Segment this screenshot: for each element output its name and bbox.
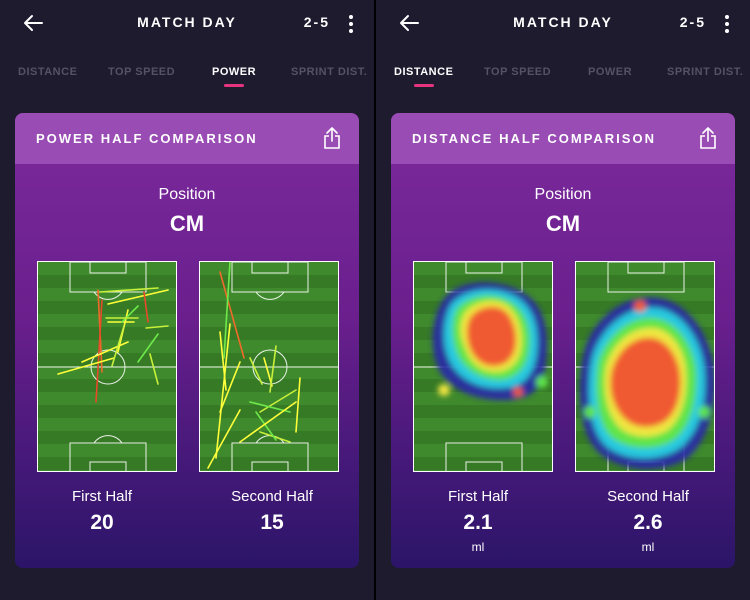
- card-header: DISTANCE HALF COMPARISON: [391, 113, 735, 164]
- page-title: MATCH DAY: [513, 14, 613, 30]
- metric-tabs: DISTANCE TOP SPEED POWER SPRINT DIST.: [0, 66, 374, 96]
- second-half-heatmap: [575, 261, 715, 472]
- tab-sprint-distance[interactable]: SPRINT DIST.: [291, 66, 368, 78]
- second-half-value: 15: [260, 511, 284, 534]
- power-screen: MATCH DAY 2-5 DISTANCE TOP SPEED POWER S…: [0, 0, 374, 600]
- tab-top-speed[interactable]: TOP SPEED: [484, 66, 552, 78]
- first-half-value: 20: [90, 511, 114, 534]
- match-score: 2-5: [679, 14, 706, 30]
- metric-tabs: DISTANCE TOP SPEED POWER SPRINT DIST.: [376, 66, 750, 96]
- second-half-unit: ml: [641, 540, 655, 554]
- tab-distance[interactable]: DISTANCE: [394, 66, 453, 87]
- distance-half-comparison-card: DISTANCE HALF COMPARISON Position CM: [391, 113, 735, 568]
- back-arrow-icon[interactable]: [22, 12, 44, 34]
- first-half-value: 2.1: [463, 511, 493, 534]
- distance-screen: MATCH DAY 2-5 DISTANCE TOP SPEED POWER S…: [376, 0, 750, 600]
- position-label: Position: [158, 186, 216, 203]
- top-bar: MATCH DAY 2-5: [376, 0, 750, 48]
- second-half-label: Second Half: [607, 488, 689, 505]
- card-header: POWER HALF COMPARISON: [15, 113, 359, 164]
- position-value: CM: [545, 211, 581, 236]
- tab-distance[interactable]: DISTANCE: [18, 66, 78, 78]
- first-half-heatmap: [413, 261, 553, 472]
- second-half-power-map: [199, 261, 339, 472]
- first-half-label: First Half: [72, 488, 132, 505]
- card-title: POWER HALF COMPARISON: [36, 131, 258, 146]
- first-half-unit: ml: [471, 540, 485, 554]
- page-title: MATCH DAY: [137, 14, 237, 30]
- card-title: DISTANCE HALF COMPARISON: [412, 131, 656, 146]
- first-half-power-map: [37, 261, 177, 472]
- kebab-menu-icon[interactable]: [724, 15, 730, 37]
- match-score: 2-5: [303, 14, 330, 30]
- tab-sprint-distance[interactable]: SPRINT DIST.: [667, 66, 744, 78]
- position-label: Position: [534, 186, 592, 203]
- second-half-label: Second Half: [231, 488, 313, 505]
- power-half-comparison-card: POWER HALF COMPARISON Position CM: [15, 113, 359, 568]
- share-icon[interactable]: [699, 126, 717, 150]
- first-half-label: First Half: [448, 488, 508, 505]
- tab-power[interactable]: POWER: [588, 66, 633, 78]
- position-value: CM: [169, 211, 205, 236]
- back-arrow-icon[interactable]: [398, 12, 420, 34]
- tab-top-speed[interactable]: TOP SPEED: [108, 66, 176, 78]
- second-half-value: 2.6: [633, 511, 663, 534]
- top-bar: MATCH DAY 2-5: [0, 0, 374, 48]
- share-icon[interactable]: [323, 126, 341, 150]
- kebab-menu-icon[interactable]: [348, 15, 354, 37]
- tab-power[interactable]: POWER: [212, 66, 256, 87]
